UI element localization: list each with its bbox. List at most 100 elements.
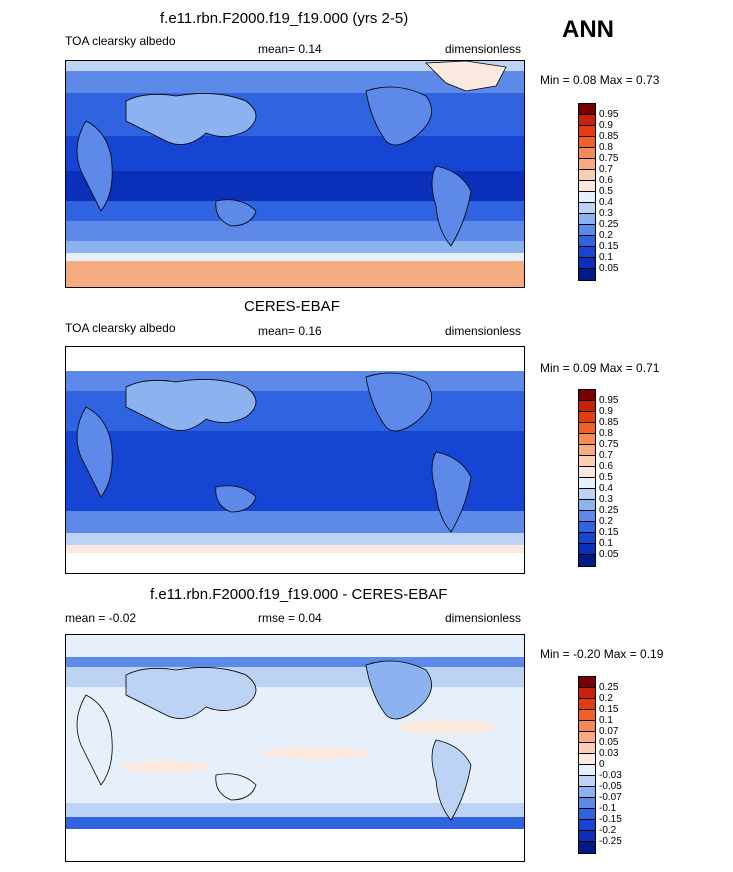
colorbar-tick-label: 0.05 bbox=[599, 549, 619, 560]
colorbar-swatch bbox=[579, 214, 595, 225]
colorbar-tick-label: -0.1 bbox=[599, 803, 617, 814]
colorbar-tick-label: 0.95 bbox=[599, 395, 619, 406]
colorbar-swatch bbox=[579, 732, 595, 743]
colorbar-swatch bbox=[579, 467, 595, 478]
colorbar-tick-label: 0.9 bbox=[599, 406, 613, 417]
colorbar-tick-label: 0.9 bbox=[599, 120, 613, 131]
colorbar-swatch bbox=[579, 181, 595, 192]
panel-2-mean: mean= 0.16 bbox=[258, 324, 322, 338]
panel-1-minmax: Min = 0.08 Max = 0.73 bbox=[540, 73, 660, 87]
colorbar-swatch bbox=[579, 445, 595, 456]
panel-3-units: dimensionless bbox=[445, 611, 522, 625]
colorbar-tick-label: -0.03 bbox=[599, 770, 622, 781]
panel-3-title: f.e11.rbn.F2000.f19_f19.000 - CERES-EBAF bbox=[150, 586, 448, 603]
panel-3-map bbox=[65, 634, 525, 862]
colorbar-swatch bbox=[579, 754, 595, 765]
colorbar-swatch bbox=[579, 699, 595, 710]
colorbar-swatch bbox=[579, 159, 595, 170]
colorbar-tick-label: 0.6 bbox=[599, 461, 613, 472]
colorbar-tick-label: 0.7 bbox=[599, 164, 613, 175]
colorbar-swatch bbox=[579, 489, 595, 500]
colorbar-tick-label: 0.1 bbox=[599, 538, 613, 549]
colorbar-swatch bbox=[579, 104, 595, 115]
colorbar-tick-label: 0.2 bbox=[599, 693, 613, 704]
colorbar-tick-label: 0.15 bbox=[599, 704, 619, 715]
colorbar-tick-label: 0.15 bbox=[599, 527, 619, 538]
colorbar-tick-label: 0.2 bbox=[599, 230, 613, 241]
colorbar-swatch bbox=[579, 710, 595, 721]
colorbar-tick-label: 0.4 bbox=[599, 197, 613, 208]
colorbar-swatch bbox=[579, 137, 595, 148]
colorbar-swatch bbox=[579, 842, 595, 853]
colorbar-tick-label: 0.07 bbox=[599, 726, 619, 737]
panel-2-map-image bbox=[66, 347, 524, 573]
panel-3-mean: mean = -0.02 bbox=[65, 611, 137, 625]
colorbar-swatch bbox=[579, 831, 595, 842]
colorbar-tick-label: 0.03 bbox=[599, 748, 619, 759]
colorbar-tick-label: 0.25 bbox=[599, 219, 619, 230]
colorbar-swatch bbox=[579, 798, 595, 809]
panel-1-mean: mean= 0.14 bbox=[258, 42, 322, 56]
colorbar-tick-label: 0.3 bbox=[599, 208, 613, 219]
colorbar-tick-label: 0.6 bbox=[599, 175, 613, 186]
colorbar-swatch bbox=[579, 500, 595, 511]
colorbar-swatch bbox=[579, 478, 595, 489]
colorbar-swatch bbox=[579, 390, 595, 401]
colorbar-tick-label: 0.85 bbox=[599, 417, 619, 428]
colorbar-swatch bbox=[579, 721, 595, 732]
colorbar-swatch bbox=[579, 401, 595, 412]
colorbar-tick-label: 0.85 bbox=[599, 131, 619, 142]
colorbar-tick-label: 0.15 bbox=[599, 241, 619, 252]
panel-2-colorbar bbox=[578, 389, 596, 567]
colorbar-swatch bbox=[579, 776, 595, 787]
colorbar-swatch bbox=[579, 820, 595, 831]
panel-1-units: dimensionless bbox=[445, 42, 522, 56]
panel-3-colorbar bbox=[578, 676, 596, 854]
colorbar-swatch bbox=[579, 170, 595, 181]
colorbar-tick-label: 0.25 bbox=[599, 505, 619, 516]
colorbar-swatch bbox=[579, 511, 595, 522]
colorbar-tick-label: 0.8 bbox=[599, 142, 613, 153]
colorbar-tick-label: 0.5 bbox=[599, 472, 613, 483]
colorbar-tick-label: 0.3 bbox=[599, 494, 613, 505]
colorbar-tick-label: 0.1 bbox=[599, 252, 613, 263]
panel-1-map-image bbox=[66, 61, 524, 287]
colorbar-tick-label: -0.05 bbox=[599, 781, 622, 792]
colorbar-swatch bbox=[579, 115, 595, 126]
colorbar-tick-label: 0.5 bbox=[599, 186, 613, 197]
colorbar-tick-label: 0.7 bbox=[599, 450, 613, 461]
colorbar-swatch bbox=[579, 236, 595, 247]
panel-2-minmax: Min = 0.09 Max = 0.71 bbox=[540, 361, 660, 375]
colorbar-swatch bbox=[579, 765, 595, 776]
colorbar-swatch bbox=[579, 677, 595, 688]
panel-1-map bbox=[65, 60, 525, 288]
colorbar-swatch bbox=[579, 555, 595, 566]
colorbar-tick-label: 0.95 bbox=[599, 109, 619, 120]
panel-2-map bbox=[65, 346, 525, 574]
panel-1-variable: TOA clearsky albedo bbox=[65, 34, 176, 48]
panel-3-map-image bbox=[66, 635, 524, 861]
colorbar-tick-label: -0.15 bbox=[599, 814, 622, 825]
season-label: ANN bbox=[562, 16, 614, 43]
colorbar-swatch bbox=[579, 192, 595, 203]
colorbar-tick-label: -0.07 bbox=[599, 792, 622, 803]
panel-2-title: CERES-EBAF bbox=[244, 298, 340, 315]
colorbar-swatch bbox=[579, 456, 595, 467]
colorbar-tick-label: 0.1 bbox=[599, 715, 613, 726]
colorbar-swatch bbox=[579, 269, 595, 280]
panel-2-units: dimensionless bbox=[445, 324, 522, 338]
colorbar-swatch bbox=[579, 533, 595, 544]
colorbar-tick-label: 0.2 bbox=[599, 516, 613, 527]
colorbar-swatch bbox=[579, 225, 595, 236]
colorbar-swatch bbox=[579, 522, 595, 533]
colorbar-tick-label: 0.05 bbox=[599, 263, 619, 274]
colorbar-swatch bbox=[579, 412, 595, 423]
colorbar-tick-label: 0 bbox=[599, 759, 605, 770]
colorbar-swatch bbox=[579, 247, 595, 258]
colorbar-swatch bbox=[579, 787, 595, 798]
colorbar-tick-label: 0.8 bbox=[599, 428, 613, 439]
colorbar-tick-label: -0.25 bbox=[599, 836, 622, 847]
panel-3-minmax: Min = -0.20 Max = 0.19 bbox=[540, 647, 664, 661]
colorbar-swatch bbox=[579, 148, 595, 159]
colorbar-swatch bbox=[579, 258, 595, 269]
